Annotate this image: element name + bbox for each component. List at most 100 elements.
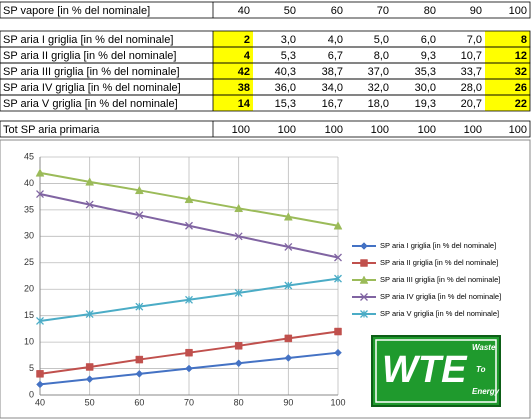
marker [36, 370, 44, 378]
y-tick-label: 35 [24, 204, 34, 214]
cell-value: 36,0 [275, 82, 296, 94]
marker [134, 185, 144, 195]
cell-value: 100 [509, 5, 527, 17]
cell-value: 30,0 [415, 82, 436, 94]
y-tick-label: 15 [24, 310, 34, 320]
cell-value: 80 [424, 5, 436, 17]
marker [284, 354, 293, 362]
marker [85, 363, 94, 371]
highlight-cell [485, 79, 530, 95]
cell-value: 100 [464, 124, 482, 136]
cell-value: 34,0 [322, 82, 343, 94]
legend-label: SP aria III griglia [in % del nominale] [380, 275, 500, 284]
marker [135, 211, 144, 220]
cell-value: 100 [509, 124, 527, 136]
y-tick-label: 45 [24, 151, 34, 161]
cell-value: 5,3 [281, 50, 296, 62]
cell-value: 38 [238, 82, 250, 94]
marker [85, 177, 95, 186]
marker [135, 302, 144, 311]
cell-value: 100 [418, 124, 436, 136]
cell-value: 7,0 [467, 34, 482, 46]
cell-value: 100 [232, 124, 250, 136]
cell-value: 42 [238, 66, 250, 78]
logo-mark: WTE [382, 349, 468, 391]
row-label: SP aria III griglia [in % del nominale] [3, 66, 180, 78]
marker [135, 369, 144, 378]
cell-value: 100 [325, 124, 343, 136]
cell-value: 28,0 [461, 82, 482, 94]
legend-label: SP aria I griglia [in % del nominale] [380, 241, 496, 250]
cell-value: 3,0 [281, 34, 296, 46]
cell-value: 9,3 [421, 50, 436, 62]
marker [283, 212, 293, 221]
legend-marker [360, 310, 368, 318]
marker [334, 274, 342, 283]
marker [234, 359, 243, 368]
cell-value: 22 [515, 98, 527, 110]
cell-value: 20,7 [461, 98, 482, 110]
cell-value: 40 [238, 5, 250, 17]
cell-value: 10,7 [461, 50, 482, 62]
highlight-cell [485, 31, 530, 47]
marker [135, 355, 144, 364]
cell-value: 35,3 [415, 66, 436, 78]
logo-text: Waste [472, 343, 496, 352]
cell-value: 26 [515, 82, 527, 94]
marker [36, 190, 44, 198]
row-label: SP vapore [in % del nominale] [3, 5, 150, 17]
cell-value: 70 [377, 5, 389, 17]
x-tick-label: 60 [134, 397, 144, 407]
y-tick-label: 40 [24, 178, 34, 188]
marker [334, 253, 342, 262]
x-tick-label: 80 [234, 397, 244, 407]
cell-value: 19,3 [415, 98, 436, 110]
cell-value: 12 [515, 50, 527, 62]
logo-border [375, 339, 497, 403]
logo-text: Energy [472, 387, 500, 396]
y-tick-label: 20 [24, 284, 34, 294]
cell-value: 32,0 [368, 82, 389, 94]
marker [284, 242, 293, 251]
cell-value: 6,0 [421, 34, 436, 46]
marker [184, 194, 194, 204]
cell-value: 5,0 [374, 34, 389, 46]
cell-value: 4 [244, 50, 251, 62]
cell-value: 33,7 [461, 66, 482, 78]
highlight-cell [485, 47, 530, 63]
row-label: SP aria IV griglia [in % del nominale] [3, 82, 181, 94]
cell-value: 40,3 [275, 66, 296, 78]
marker [185, 221, 193, 230]
cell-value: 2 [244, 34, 250, 46]
highlight-cell [213, 95, 253, 111]
y-tick-label: 0 [29, 389, 34, 399]
marker [35, 168, 45, 177]
cell-value: 18,0 [368, 98, 389, 110]
cell-value: 60 [331, 5, 343, 17]
x-tick-label: 90 [283, 397, 293, 407]
table-row [0, 120, 531, 138]
marker [85, 310, 94, 319]
y-tick-label: 5 [29, 363, 34, 373]
legend-marker [360, 242, 368, 250]
highlight-cell [485, 63, 530, 79]
marker [334, 327, 342, 336]
cell-value: 6,7 [328, 50, 343, 62]
highlight-cell [213, 31, 253, 47]
row-label: SP aria II griglia [in % del nominale] [3, 50, 176, 62]
y-tick-label: 10 [24, 336, 34, 346]
marker [234, 203, 244, 213]
legend-marker [359, 275, 369, 284]
marker [185, 348, 193, 357]
highlight-cell [213, 79, 253, 95]
marker [334, 348, 342, 357]
x-tick-label: 70 [184, 397, 194, 407]
marker [36, 380, 44, 389]
row-label: SP aria I griglia [in % del nominale] [3, 34, 173, 46]
table-row [0, 1, 531, 19]
logo-box [371, 335, 501, 407]
marker [284, 334, 293, 343]
highlight-cell [485, 95, 530, 111]
